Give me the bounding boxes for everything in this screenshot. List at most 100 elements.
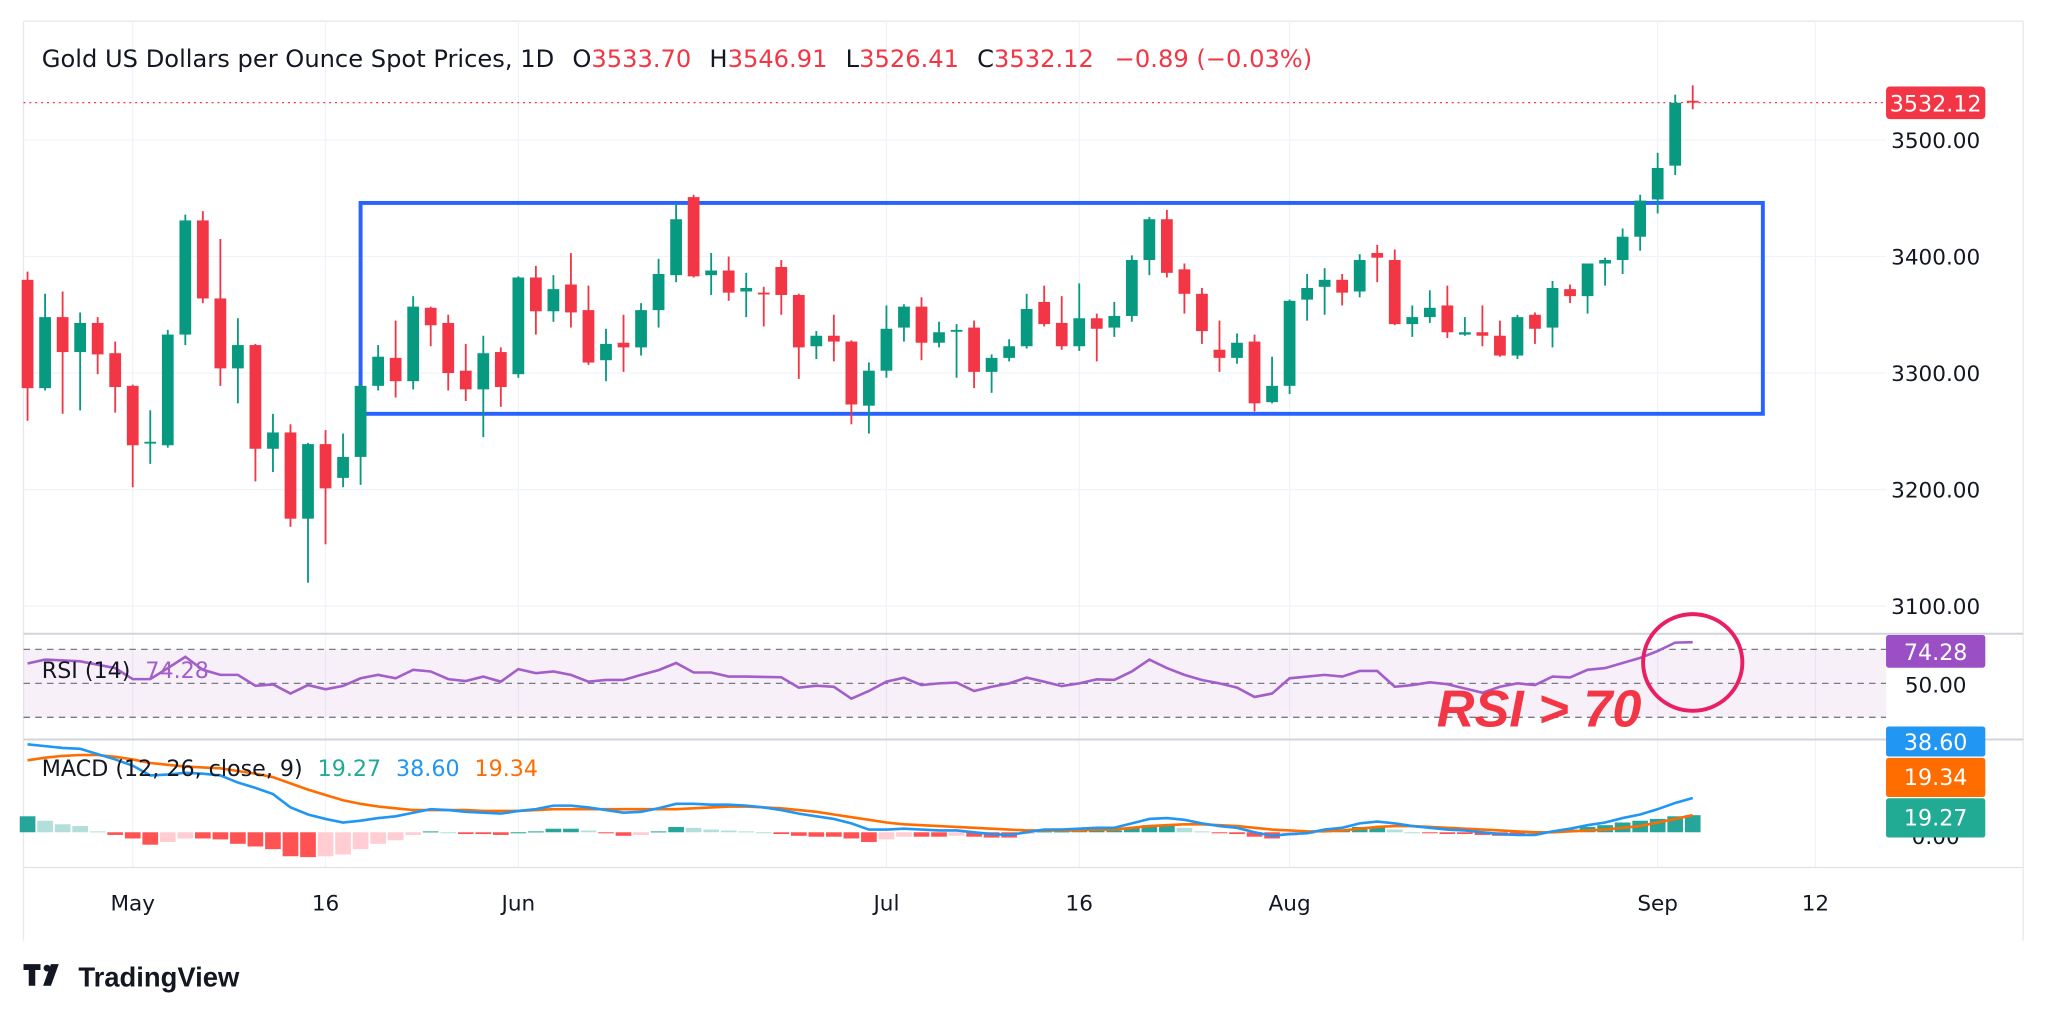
candle[interactable] <box>389 320 402 398</box>
candle[interactable] <box>424 306 437 347</box>
candle[interactable] <box>722 256 735 301</box>
candle[interactable] <box>1458 317 1471 336</box>
candle[interactable] <box>1266 356 1278 404</box>
candle[interactable] <box>21 271 34 421</box>
candle[interactable] <box>249 343 262 482</box>
candle[interactable] <box>687 194 700 278</box>
candle[interactable] <box>1388 249 1401 326</box>
candle[interactable] <box>1529 312 1541 344</box>
candle[interactable] <box>1581 263 1594 314</box>
candle[interactable] <box>1231 333 1243 364</box>
candle[interactable] <box>1090 313 1103 362</box>
candle[interactable] <box>337 433 349 488</box>
candle[interactable] <box>600 328 612 382</box>
candle[interactable] <box>529 265 542 335</box>
candle[interactable] <box>933 321 945 348</box>
candle[interactable] <box>810 331 823 360</box>
candle[interactable] <box>232 318 244 404</box>
candle[interactable] <box>705 253 718 295</box>
candle[interactable] <box>372 345 384 391</box>
candle[interactable] <box>1616 228 1629 275</box>
candle[interactable] <box>670 202 682 283</box>
candle[interactable] <box>1634 194 1647 251</box>
candle[interactable] <box>792 293 805 379</box>
candle[interactable] <box>442 314 455 391</box>
candle[interactable] <box>1686 85 1699 110</box>
candle[interactable] <box>267 413 279 473</box>
candle[interactable] <box>617 314 630 372</box>
candle[interactable] <box>1599 257 1611 286</box>
candle[interactable] <box>1406 305 1419 337</box>
candle[interactable] <box>126 384 139 488</box>
candle[interactable] <box>1318 268 1331 315</box>
candle[interactable] <box>74 312 87 411</box>
candle[interactable] <box>196 211 209 304</box>
candle[interactable] <box>1651 152 1664 214</box>
candle[interactable] <box>775 260 788 315</box>
candle[interactable] <box>1055 296 1068 350</box>
price-axis[interactable]: 3500.00 3400.00 3300.00 3200.00 3100.00 <box>1891 129 1980 620</box>
candle[interactable] <box>1073 283 1086 351</box>
candle[interactable] <box>1125 255 1138 322</box>
candle[interactable] <box>985 354 998 393</box>
candle[interactable] <box>302 442 314 583</box>
candle[interactable] <box>915 297 928 361</box>
candle[interactable] <box>1038 285 1051 327</box>
candle[interactable] <box>56 291 69 414</box>
candle[interactable] <box>1371 244 1384 283</box>
candle[interactable] <box>1441 285 1454 339</box>
candle[interactable] <box>1003 339 1016 362</box>
candle[interactable] <box>863 362 875 434</box>
candle[interactable] <box>144 410 157 464</box>
tradingview-logo[interactable]: TradingView <box>23 961 240 992</box>
candle[interactable] <box>1196 287 1208 344</box>
candle[interactable] <box>1423 290 1436 323</box>
candle[interactable] <box>1669 94 1682 175</box>
candle[interactable] <box>319 430 332 545</box>
candle[interactable] <box>39 293 51 391</box>
range-box-annotation[interactable] <box>358 200 1765 416</box>
candle[interactable] <box>635 303 647 356</box>
candle[interactable] <box>1476 305 1489 347</box>
candle[interactable] <box>1108 301 1121 337</box>
candle[interactable] <box>284 424 297 527</box>
candle[interactable] <box>582 285 595 365</box>
candle[interactable] <box>1336 274 1349 306</box>
candle[interactable] <box>968 320 980 389</box>
candle[interactable] <box>1020 293 1033 349</box>
rsi-annotation-text[interactable]: RSI > 70 <box>1437 680 1642 738</box>
candle[interactable] <box>547 275 560 322</box>
date-axis[interactable]: May 16 Jun Jul 16 Aug Sep 12 <box>110 892 1829 917</box>
candle[interactable] <box>459 343 472 401</box>
candle[interactable] <box>1494 320 1506 357</box>
candle[interactable] <box>565 253 577 328</box>
candle[interactable] <box>1564 284 1576 304</box>
candle[interactable] <box>179 214 192 346</box>
candle[interactable] <box>109 341 122 413</box>
candle[interactable] <box>1143 216 1156 276</box>
candle[interactable] <box>214 239 227 386</box>
candle[interactable] <box>1213 320 1226 372</box>
candle[interactable] <box>1353 254 1366 298</box>
candle[interactable] <box>652 258 665 328</box>
candle[interactable] <box>740 272 753 318</box>
candle[interactable] <box>512 276 525 378</box>
candle[interactable] <box>161 329 174 448</box>
candle[interactable] <box>1283 299 1296 395</box>
candle[interactable] <box>1161 209 1173 278</box>
candle[interactable] <box>1178 263 1191 314</box>
candle[interactable] <box>477 335 490 438</box>
candle[interactable] <box>1511 314 1524 360</box>
candle[interactable] <box>757 286 770 327</box>
rsi-highlight-circle[interactable] <box>1641 612 1745 713</box>
candle[interactable] <box>1248 334 1261 412</box>
candle[interactable] <box>91 317 104 375</box>
candle[interactable] <box>407 296 420 390</box>
candle[interactable] <box>898 304 910 342</box>
candle[interactable] <box>494 347 507 407</box>
candle[interactable] <box>1301 274 1313 321</box>
candle[interactable] <box>950 324 963 378</box>
candle[interactable] <box>827 314 840 362</box>
candle[interactable] <box>354 384 367 485</box>
